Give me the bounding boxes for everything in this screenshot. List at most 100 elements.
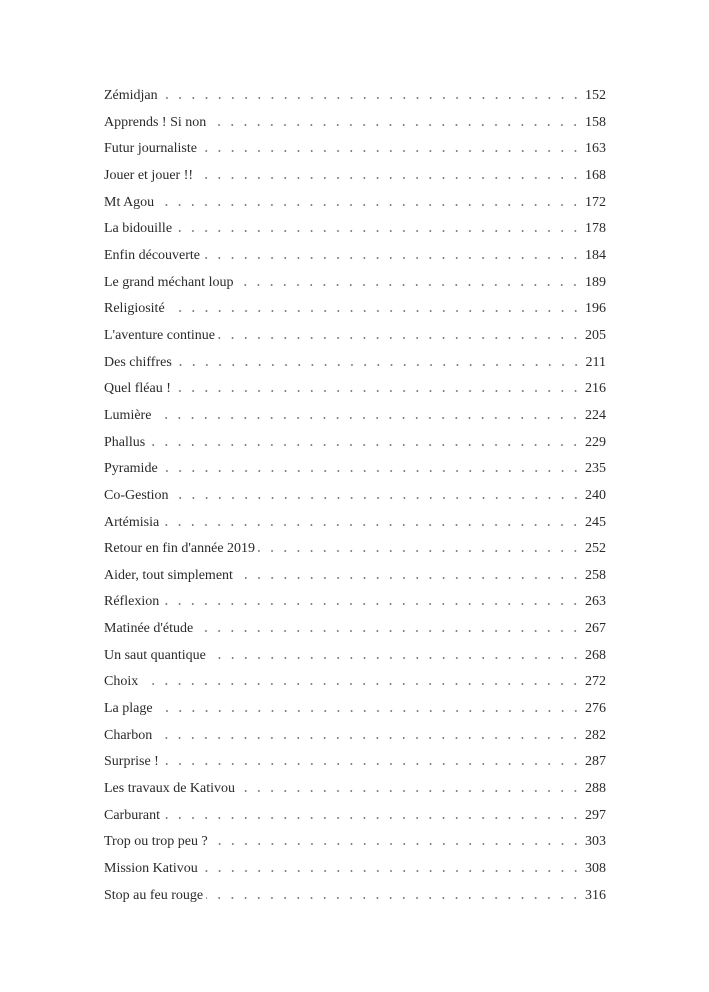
toc-entry[interactable]: Mt Agou 172 <box>104 193 606 220</box>
toc-entry-title: Surprise ! <box>104 754 159 770</box>
toc-entry[interactable]: Futur journaliste 163 <box>104 139 606 166</box>
dot-leader <box>175 230 582 233</box>
dot-leader <box>162 816 582 819</box>
toc-entry-page: 158 <box>585 114 606 130</box>
toc-entry-page: 163 <box>585 141 606 157</box>
dot-leader <box>236 283 582 286</box>
toc-entry[interactable]: L'aventure continue 205 <box>104 326 606 353</box>
toc-entry-page: 211 <box>585 354 606 370</box>
dot-leader <box>196 176 582 179</box>
toc-entry[interactable]: Les travaux de Kativou 288 <box>104 779 606 806</box>
toc-entry[interactable]: Quel fléau ! 216 <box>104 379 606 406</box>
toc-entry-page: 268 <box>585 647 606 663</box>
dot-leader <box>155 710 582 713</box>
dot-leader <box>209 123 582 126</box>
toc-entry[interactable]: Pyramide 235 <box>104 459 606 486</box>
toc-entry-page: 308 <box>585 861 606 877</box>
dot-leader <box>160 470 582 473</box>
toc-entry-title: Jouer et jouer !! <box>104 167 194 183</box>
toc-entry-page: 168 <box>585 167 606 183</box>
toc-entry[interactable]: Zémidjan 152 <box>104 86 606 113</box>
toc-entry-page: 216 <box>585 381 606 397</box>
toc-entry-page: 272 <box>585 674 606 690</box>
toc-entry[interactable]: Un saut quantique 268 <box>104 646 606 673</box>
toc-entry[interactable]: Lumière 224 <box>104 406 606 433</box>
toc-entry-title: Religiosité <box>104 301 165 317</box>
toc-entry-page: 263 <box>585 594 606 610</box>
toc-entry-title: Choix <box>104 674 139 690</box>
toc-entry-title: Trop ou trop peu ? <box>104 834 208 850</box>
toc-entry-title: Matinée d'étude <box>104 621 194 637</box>
toc-entry[interactable]: Le grand méchant loup 189 <box>104 273 606 300</box>
dot-leader <box>160 97 582 99</box>
toc-entry-title: Pyramide <box>104 461 158 477</box>
toc-entry[interactable]: Stop au feu rouge 316 <box>104 886 606 913</box>
toc-entry-title: Futur journaliste <box>104 141 197 157</box>
toc-entry-page: 288 <box>585 781 606 797</box>
toc-entry[interactable]: Des chiffres 211 <box>104 353 606 380</box>
dot-leader <box>208 656 582 659</box>
toc-entry-page: 178 <box>585 221 606 237</box>
toc-entry[interactable]: Religiosité 196 <box>104 299 606 326</box>
toc-entry-page: 316 <box>585 887 606 903</box>
toc-entry-page: 172 <box>585 194 606 210</box>
dot-leader <box>217 336 582 339</box>
toc-entry[interactable]: Matinée d'étude 267 <box>104 619 606 646</box>
dot-leader <box>174 363 583 366</box>
toc-entry-title: Carburant <box>104 807 160 823</box>
toc-entry[interactable]: Trop ou trop peu ? 303 <box>104 832 606 859</box>
toc-entry-page: 240 <box>585 487 606 503</box>
dot-leader <box>141 683 582 686</box>
toc-entry[interactable]: La bidouille 178 <box>104 219 606 246</box>
toc-entry[interactable]: Jouer et jouer !! 168 <box>104 166 606 193</box>
dot-leader <box>258 550 582 553</box>
toc-entry-page: 303 <box>585 834 606 850</box>
dot-leader <box>173 390 582 393</box>
toc-entry-title: Des chiffres <box>104 354 172 370</box>
toc-entry[interactable]: Surprise ! 287 <box>104 752 606 779</box>
toc-entry[interactable]: Carburant 297 <box>104 806 606 833</box>
toc-entry-page: 245 <box>585 514 606 530</box>
toc-entry-title: Lumière <box>104 407 152 423</box>
toc-entry-title: Mission Kativou <box>104 861 198 877</box>
toc-entry[interactable]: Retour en fin d'année 2019 252 <box>104 539 606 566</box>
dot-leader <box>162 523 582 526</box>
dot-leader <box>161 763 582 766</box>
toc-entry[interactable]: Artémisia 245 <box>104 513 606 540</box>
toc-entry[interactable]: Co-Gestion 240 <box>104 486 606 513</box>
dot-leader <box>200 870 582 873</box>
toc-entry-title: Quel fléau ! <box>104 381 171 397</box>
toc-entry-title: Artémisia <box>104 514 160 530</box>
toc-entry[interactable]: Mission Kativou 308 <box>104 859 606 886</box>
toc-entry[interactable]: Apprends ! Si non 158 <box>104 113 606 140</box>
dot-leader <box>206 896 582 899</box>
dot-leader <box>196 630 582 633</box>
dot-leader <box>157 203 582 206</box>
toc-entry[interactable]: Choix 272 <box>104 672 606 699</box>
dot-leader <box>210 843 582 846</box>
toc-entry-page: 235 <box>585 461 606 477</box>
toc-entry[interactable]: Charbon 282 <box>104 726 606 753</box>
toc-entry-page: 252 <box>585 541 606 557</box>
toc-entry-title: Aider, tout simplement <box>104 567 233 583</box>
toc-entry-title: Charbon <box>104 727 153 743</box>
toc-entry-page: 205 <box>585 327 606 343</box>
toc-entry-title: Le grand méchant loup <box>104 274 234 290</box>
toc-entry-page: 276 <box>585 701 606 717</box>
toc-entry-page: 189 <box>585 274 606 290</box>
toc-entry[interactable]: Aider, tout simplement 258 <box>104 566 606 593</box>
toc-entry-title: L'aventure continue <box>104 327 215 343</box>
toc-entry-page: 282 <box>585 727 606 743</box>
toc-entry[interactable]: Phallus 229 <box>104 433 606 460</box>
dot-leader <box>154 416 582 419</box>
toc-entry[interactable]: Réflexion 263 <box>104 592 606 619</box>
toc-entry-title: Enfin découverte <box>104 247 201 263</box>
toc-entry-title: Mt Agou <box>104 194 155 210</box>
dot-leader <box>235 576 582 579</box>
toc-entry[interactable]: La plage 276 <box>104 699 606 726</box>
toc-entry-page: 258 <box>585 567 606 583</box>
toc-entry-title: Phallus <box>104 434 146 450</box>
dot-leader <box>238 790 582 793</box>
toc-entry-title: Stop au feu rouge <box>104 887 204 903</box>
toc-entry[interactable]: Enfin découverte 184 <box>104 246 606 273</box>
